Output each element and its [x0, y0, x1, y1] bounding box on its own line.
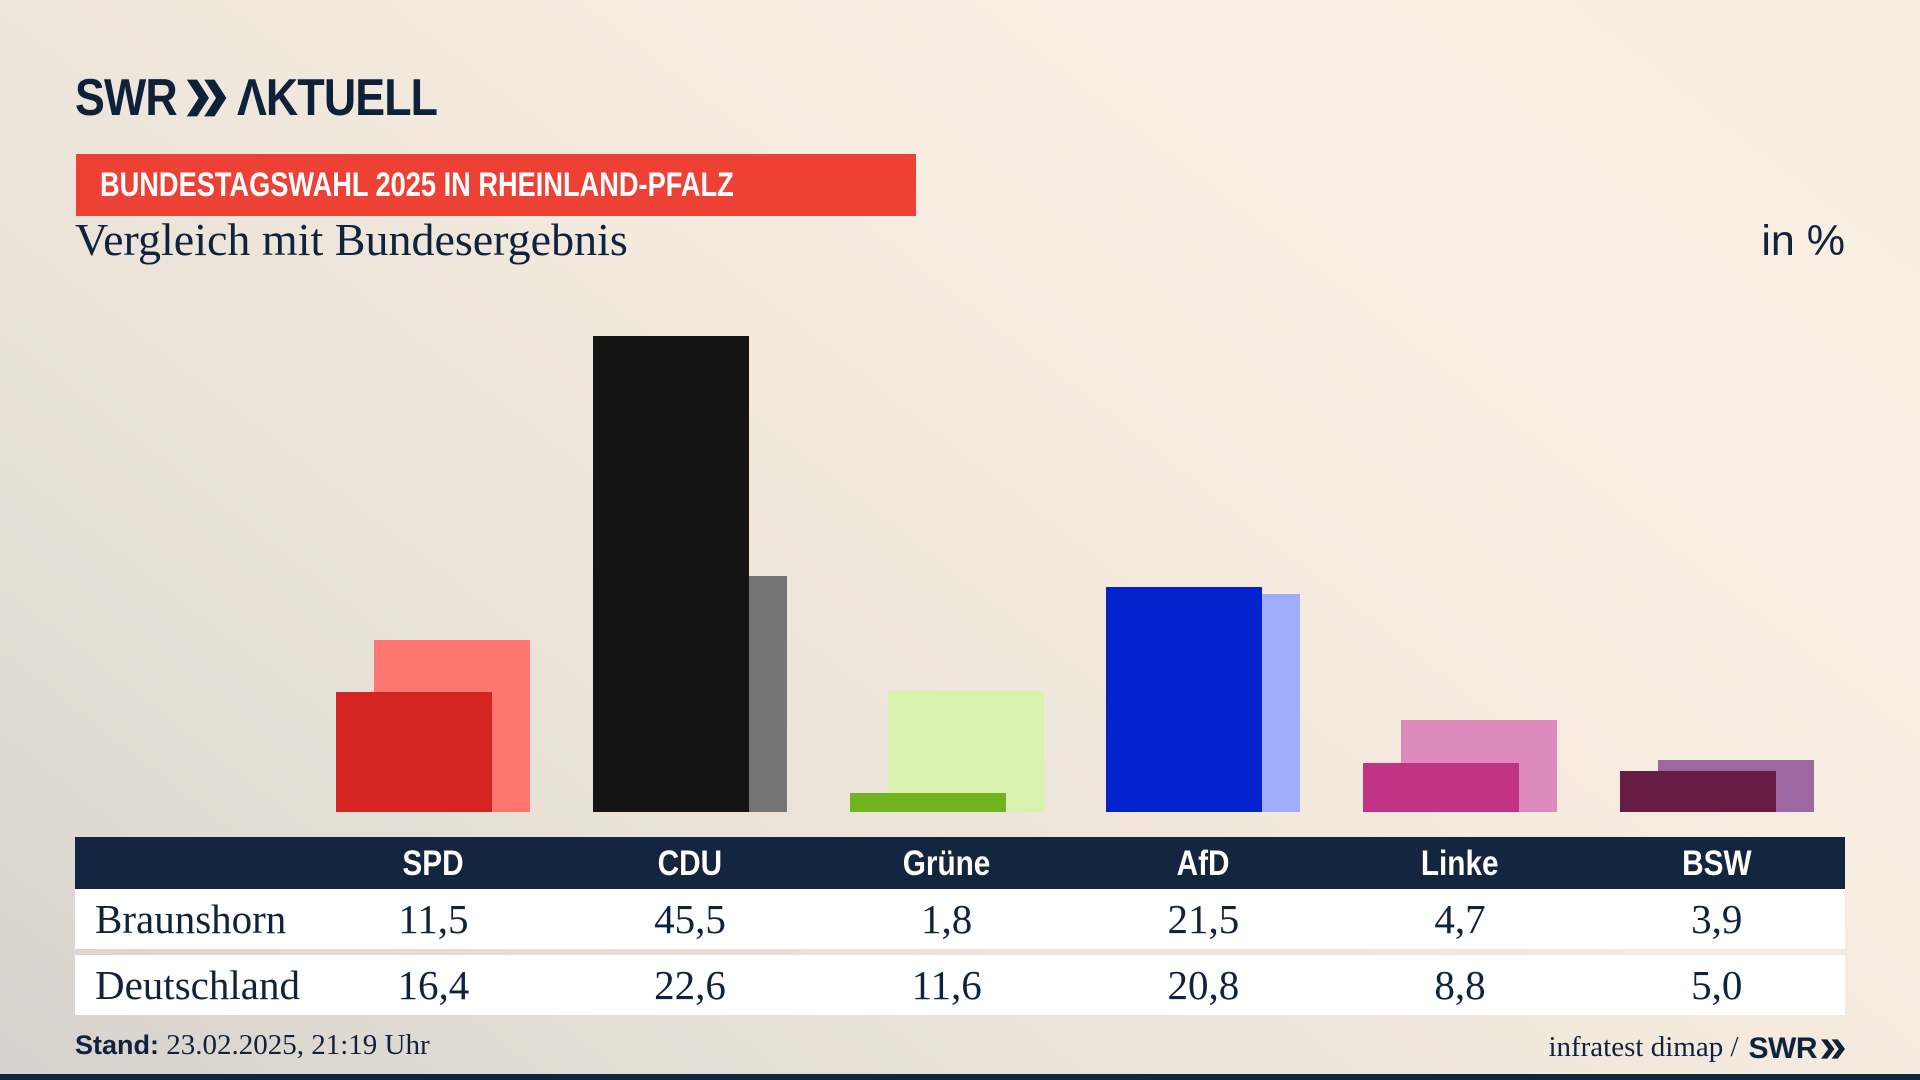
- unit-label: in %: [1761, 217, 1845, 265]
- results-table: SPD CDU Grüne AfD Linke BSW Braunshorn 11,5 45,…: [75, 837, 1845, 1015]
- bar-chart: [336, 336, 1814, 812]
- stand-value: 23.02.2025, 21:19 Uhr: [159, 1029, 430, 1061]
- party-label: CDU: [657, 843, 723, 883]
- swr-footer-logo: SWR: [1748, 1032, 1845, 1066]
- footer-logo-text: SWR: [1748, 1032, 1818, 1065]
- chart-title: Vergleich mit Bundesergebnis: [75, 214, 628, 265]
- party-label: Linke: [1421, 843, 1499, 883]
- header-cell-Grüne: Grüne: [818, 846, 1075, 881]
- value-BSW-Braunshorn: 3,9: [1691, 896, 1743, 942]
- value-Grüne-Deutschland: 11,6: [911, 962, 982, 1008]
- party-label: AfD: [1176, 843, 1230, 883]
- value-SPD-Braunshorn: 11,5: [398, 896, 469, 942]
- stand-label: Stand:: [75, 1030, 159, 1060]
- source-credit: infratest dimap / SWR: [1548, 1030, 1845, 1066]
- value-Grüne-Braunshorn: 1,8: [921, 896, 973, 942]
- logo-text-swr: SWR: [75, 69, 178, 127]
- election-badge-label: BUNDESTAGSWAHL 2025 IN RHEINLAND-PFALZ: [100, 166, 734, 204]
- value-BSW-Deutschland: 5,0: [1691, 962, 1743, 1008]
- bar-Grüne-Deutschland: [888, 691, 1044, 812]
- timestamp: Stand: 23.02.2025, 21:19 Uhr: [75, 1029, 430, 1062]
- table-header-row: SPD CDU Grüne AfD Linke BSW: [75, 837, 1845, 889]
- double-chevron-icon: [187, 79, 227, 117]
- logo-text-aktuell: ΛKTUELL: [236, 69, 438, 127]
- row-label: Braunshorn: [95, 896, 287, 942]
- value-CDU-Deutschland: 22,6: [654, 962, 726, 1008]
- double-chevron-icon: [1821, 1039, 1845, 1059]
- value-CDU-Braunshorn: 45,5: [654, 896, 726, 942]
- source-text: infratest dimap /: [1548, 1031, 1739, 1063]
- header-cell-Linke: Linke: [1332, 846, 1589, 881]
- party-label: Grüne: [902, 843, 991, 883]
- election-badge: BUNDESTAGSWAHL 2025 IN RHEINLAND-PFALZ: [76, 154, 917, 216]
- swr-aktuell-logo: SWR ΛKTUELL: [75, 72, 496, 124]
- bar-AfD-Braunshorn: [1106, 587, 1262, 812]
- value-SPD-Deutschland: 16,4: [397, 962, 470, 1008]
- header-cell-CDU: CDU: [562, 846, 819, 881]
- value-AfD-Deutschland: 20,8: [1167, 962, 1240, 1008]
- table-row-deutschland: Deutschland 16,4 22,6 11,6 20,8 8,8 5,0: [75, 955, 1845, 1015]
- bar-BSW-Braunshorn: [1620, 771, 1776, 812]
- bar-SPD-Braunshorn: [336, 692, 492, 812]
- party-label: BSW: [1681, 843, 1752, 883]
- header-cell-BSW: BSW: [1588, 846, 1845, 881]
- bottom-accent-bar: [0, 1074, 1920, 1080]
- header-cell-AfD: AfD: [1075, 846, 1332, 881]
- value-AfD-Braunshorn: 21,5: [1167, 896, 1240, 942]
- header-cell-SPD: SPD: [305, 846, 562, 881]
- value-Linke-Deutschland: 8,8: [1434, 962, 1486, 1008]
- bar-Linke-Braunshorn: [1363, 763, 1519, 812]
- table-row-braunshorn: Braunshorn 11,5 45,5 1,8 21,5 4,7 3,9: [75, 889, 1845, 949]
- party-label: SPD: [402, 843, 464, 883]
- bar-CDU-Braunshorn: [593, 336, 749, 812]
- value-Linke-Braunshorn: 4,7: [1434, 896, 1486, 942]
- row-label: Deutschland: [95, 962, 300, 1008]
- bar-Grüne-Braunshorn: [850, 793, 1006, 812]
